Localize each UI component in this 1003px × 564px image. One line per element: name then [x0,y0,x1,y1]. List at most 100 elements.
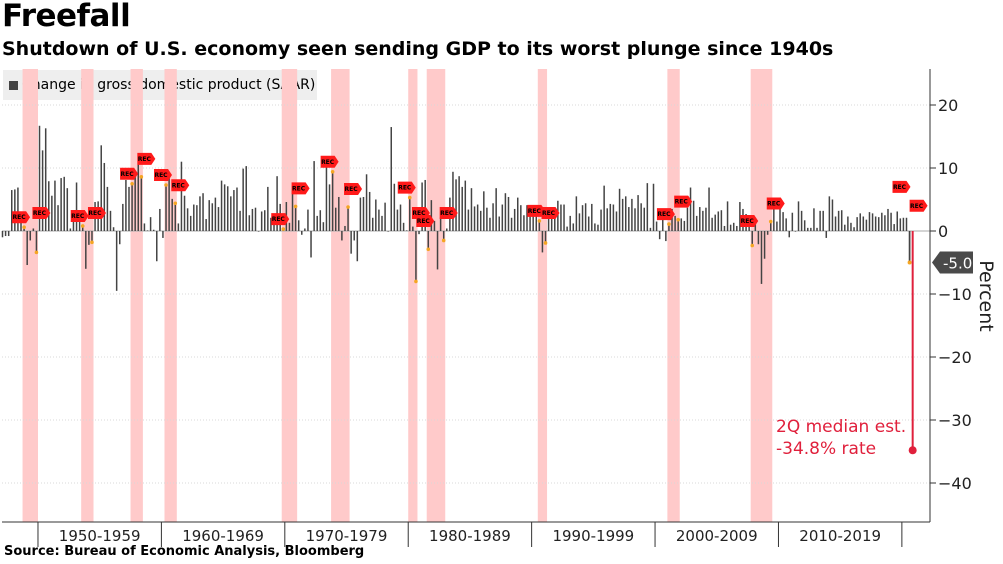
bar [732,222,735,231]
bar [902,217,905,231]
bar [387,231,389,232]
recession-point [543,241,548,245]
bar [554,218,556,231]
last-value-tag [932,251,973,274]
bar [199,196,201,231]
bar [156,231,158,262]
bar [106,186,109,231]
recession-flag-label: REC [321,159,335,166]
recession-band [750,69,773,522]
recession-flag-label: REC [172,182,186,189]
bar [680,218,683,231]
recession-point [130,181,134,186]
bar [189,215,192,231]
bar [504,193,507,231]
bar [473,206,476,231]
bar [550,217,553,231]
bar [7,231,10,237]
recession-band [164,69,177,522]
bar [834,216,837,231]
bar [652,183,655,231]
bar [359,197,362,231]
bar [128,186,130,231]
recession-flag-shape [439,207,458,219]
recession-point [667,222,671,226]
recession-flag: REC [766,197,785,210]
bar [871,213,874,231]
bar [760,231,763,284]
bar [152,229,155,231]
recession-point [407,195,412,200]
bar [649,227,652,231]
bar [631,198,633,231]
bar [146,230,149,231]
recession-flag-label: REC [412,210,426,217]
bar [125,179,127,231]
bar [470,188,473,231]
bar [378,209,380,231]
recession-flag-shape [740,215,759,227]
bar [674,215,676,231]
bar [214,197,217,231]
recession-point [22,225,26,230]
bar [140,176,143,231]
recession-flag-shape [909,199,928,212]
bar [168,176,170,231]
bar [908,231,911,263]
bar [526,205,528,231]
bar [637,195,639,231]
bar [344,225,346,231]
bar [655,221,658,231]
bar [412,226,414,231]
bar [180,161,183,231]
bar [23,227,25,231]
bar [751,231,753,246]
bar [353,231,355,241]
source-note: Source: Bureau of Economic Analysis, Blo… [4,544,365,559]
bar [390,127,393,231]
bar [683,220,686,231]
x-tick-label: 1950-1959 [59,527,141,545]
bar [785,218,787,231]
bar [322,222,325,231]
bar [766,231,769,235]
bar [112,227,115,231]
recession-flag: REC [416,215,435,227]
recession-band [537,69,548,522]
bar [881,212,883,231]
bar [739,202,741,231]
bar [338,196,340,231]
bar [495,188,497,231]
bar [72,220,75,231]
bar [230,196,232,231]
recession-point [676,217,680,222]
bar [254,207,257,231]
bar [301,231,303,235]
bar [143,223,146,231]
bar [32,228,35,231]
recession-flag-label: REC [398,185,412,192]
bar [270,217,272,231]
recession-flag: REC [892,180,911,193]
recession-flag-shape [171,179,190,192]
bar [202,193,204,231]
recession-band [667,69,680,522]
bar [347,207,349,231]
bar [643,207,645,231]
bar [513,208,516,231]
recession-flag-label: REC [528,208,542,215]
bar [251,208,254,231]
recession-flag-shape [416,215,435,227]
bar [668,224,670,231]
bar [791,212,794,231]
bar [779,207,781,231]
bar [100,145,102,231]
estimate-annotation: -34.8% rate [776,439,876,459]
bar [4,231,7,237]
bar [807,227,809,231]
recession-point [750,243,755,248]
bar [260,211,263,231]
recession-flag: REC [656,208,675,221]
bar [905,217,908,231]
bar [171,198,173,231]
